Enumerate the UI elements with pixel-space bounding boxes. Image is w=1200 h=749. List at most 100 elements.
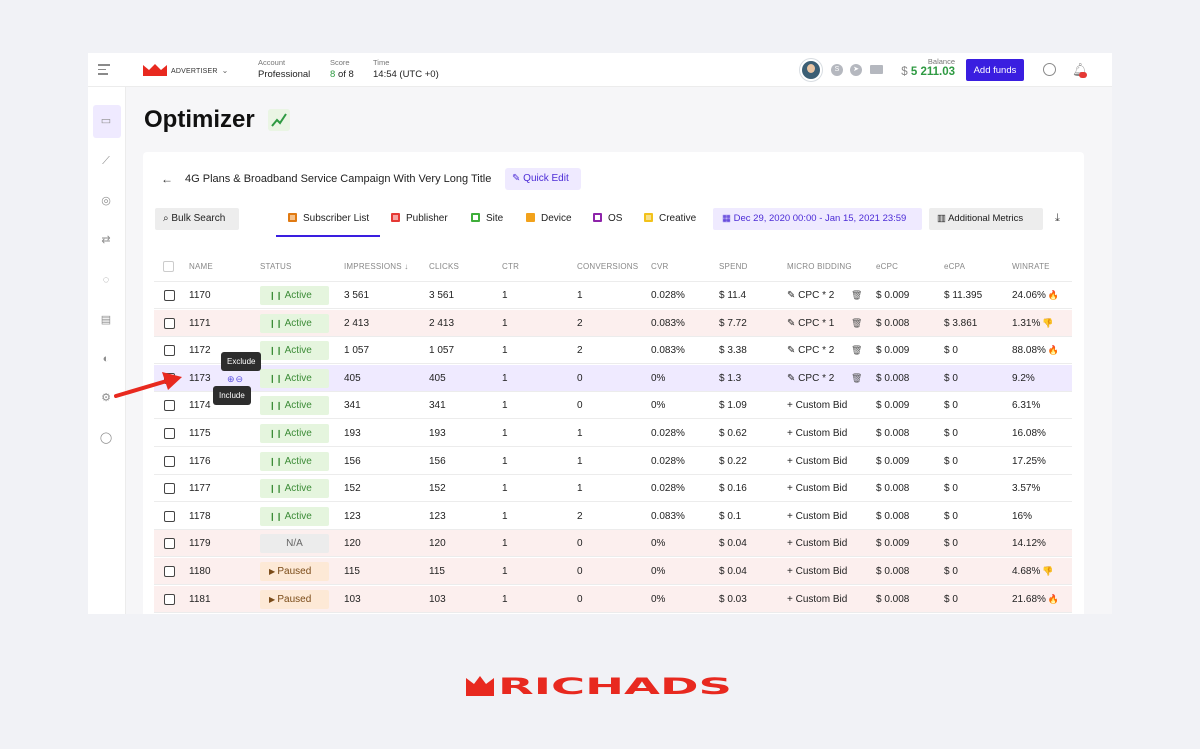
status-badge[interactable]: ❙❙ Active [260, 451, 329, 471]
status-badge[interactable]: ❙❙ Active [260, 313, 329, 333]
status-badge[interactable]: ❙❙ Active [260, 506, 329, 526]
table-row[interactable]: 1171 ❙❙ Active 2 413 2 413 1 2 0.083% $ 7.72 $ 0… [154, 309, 1072, 337]
table-row[interactable]: 1170 ❙❙ Active 3 561 3 561 1 1 0.028% $ 11.4 $ 0… [154, 282, 1072, 309]
micro-bidding-cell[interactable]: ✎ CPC * 2 [787, 345, 834, 356]
row-checkbox[interactable] [164, 566, 175, 577]
micro-bidding-cell[interactable]: + Custom Bid [787, 594, 847, 605]
table-row[interactable]: 1174 ❙❙ Active 341 341 1 0 0% $ 1.09 $ 0.009 $ 0 +… [154, 392, 1072, 420]
additional-metrics-button[interactable]: ▥ Additional Metrics [929, 208, 1043, 230]
back-arrow-icon[interactable]: ← [161, 172, 173, 186]
column-ecpc[interactable]: eCPC [876, 262, 899, 271]
add-funds-button[interactable]: Add funds [966, 59, 1024, 81]
download-icon[interactable]: ⤓ [1055, 212, 1060, 224]
role-selector[interactable]: ADVERTISER ⌄ [171, 66, 229, 75]
include-exclude-icons[interactable]: ⊕⊖ [227, 374, 245, 384]
user-icon[interactable] [1043, 63, 1056, 76]
row-checkbox[interactable] [164, 345, 175, 357]
row-checkbox[interactable] [164, 593, 175, 605]
folder-icon[interactable]: ▭ [100, 115, 112, 127]
menu-icon[interactable] [98, 64, 110, 78]
shield-icon[interactable]: ◐ [102, 353, 110, 365]
status-badge[interactable]: N/A [260, 534, 329, 554]
telegram-icon[interactable]: ➤ [850, 64, 862, 76]
column-conversions[interactable]: CONVERSIONS [577, 262, 639, 271]
row-checkbox[interactable] [164, 290, 175, 301]
status-badge[interactable]: ❙❙ Active [260, 479, 329, 499]
row-checkbox[interactable] [164, 510, 175, 522]
status-badge[interactable]: ❙❙ Active [260, 341, 329, 361]
micro-bidding-cell[interactable]: + Custom Bid [787, 566, 847, 577]
row-checkbox[interactable] [164, 400, 175, 412]
row-checkbox[interactable] [164, 483, 175, 495]
status-badge[interactable]: ❙❙ Active [260, 396, 329, 416]
status-badge[interactable]: ❙❙ Active [260, 286, 329, 305]
column-winrate[interactable]: WINRATE [1012, 262, 1050, 271]
row-checkbox[interactable] [164, 538, 175, 550]
tab-device[interactable]: Device [526, 208, 572, 230]
column-ecpa[interactable]: eCPA [944, 262, 966, 271]
column-name[interactable]: NAME [189, 262, 213, 271]
column-spend[interactable]: SPEND [719, 262, 748, 271]
micro-bidding-cell[interactable]: + Custom Bid [787, 483, 847, 494]
tab-publisher[interactable]: Publisher [391, 208, 448, 230]
micro-bidding-cell[interactable]: + Custom Bid [787, 456, 847, 467]
tab-os[interactable]: OS [593, 208, 622, 230]
book-icon[interactable]: ▤ [100, 314, 112, 326]
table-row[interactable]: 1177 ❙❙ Active 152 152 1 1 0.028% $ 0.16 $ 0.008… [154, 475, 1072, 503]
column-cvr[interactable]: CVR [651, 262, 669, 271]
micro-bidding-cell[interactable]: ✎ CPC * 2 [787, 290, 834, 301]
micro-bidding-cell[interactable]: ✎ CPC * 2 [787, 373, 834, 384]
status-badge[interactable]: ▶ Paused [260, 562, 329, 581]
row-checkbox[interactable] [164, 428, 175, 439]
globe-icon[interactable]: ◎ [101, 195, 111, 207]
table-row[interactable]: 1181 ▶ Paused 103 103 1 0 0% $ 0.03 $ 0.008 $ 0 + … [154, 585, 1072, 613]
tab-creative[interactable]: Creative [644, 208, 696, 230]
table-row[interactable]: 1175 ❙❙ Active 193 193 1 1 0.028% $ 0.62 $ 0.008… [154, 420, 1072, 447]
row-checkbox[interactable] [164, 317, 175, 329]
chart-icon[interactable]: ⟋ [102, 155, 110, 167]
table-row[interactable]: 1173 ❙❙ Active 405 405 1 0 0% $ 1.3 $ 0.008 $ 0 ✎ … [154, 364, 1072, 392]
trash-icon[interactable]: 🗑︎ [851, 317, 863, 328]
trash-icon[interactable]: 🗑︎ [851, 290, 863, 300]
column-micro-bidding[interactable]: MICRO BIDDING [787, 262, 852, 271]
column-ctr[interactable]: CTR [502, 262, 520, 271]
column-impressions[interactable]: IMPRESSIONS ↓ [344, 262, 409, 271]
ctr-cell: 1 [502, 593, 508, 605]
fire-icon: 🔥 [1047, 345, 1060, 356]
table-row[interactable]: 1180 ▶ Paused 115 115 1 0 0% $ 0.04 $ 0.008 $ 0 + … [154, 558, 1072, 585]
micro-bidding-cell[interactable]: + Custom Bid [787, 428, 847, 439]
bulk-search-button[interactable]: ⌕ Bulk Search [155, 208, 239, 230]
trash-icon[interactable]: 🗑︎ [851, 345, 863, 356]
column-clicks[interactable]: CLICKS [429, 262, 460, 271]
status-badge[interactable]: ❙❙ Active [260, 424, 329, 443]
pause-icon: ❙❙ [269, 346, 285, 356]
lightbulb-icon[interactable]: ◌ [102, 274, 110, 286]
tab-site[interactable]: Site [471, 208, 503, 230]
row-checkbox[interactable] [164, 455, 175, 467]
skype-icon[interactable]: S [831, 64, 843, 76]
table-row[interactable]: 1172 ❙❙ Active 1 057 1 057 1 2 0.083% $ 3.38 $ 0… [154, 337, 1072, 365]
tab-subscriber-list[interactable]: Subscriber List [288, 208, 369, 230]
crown-logo-icon[interactable] [143, 64, 167, 76]
table-row[interactable]: 1178 ❙❙ Active 123 123 1 2 0.083% $ 0.1 $ 0.008 $… [154, 503, 1072, 530]
transfer-icon[interactable]: ⇄ [101, 234, 111, 246]
column-status[interactable]: STATUS [260, 262, 292, 271]
person-icon[interactable]: ◯ [99, 432, 113, 444]
table-row[interactable]: 1179 N/A 120 120 1 0 0% $ 0.04 $ 0.009 $ 0 + Custo… [154, 530, 1072, 558]
micro-bidding-cell[interactable]: ✎ CPC * 1 [787, 318, 834, 329]
avatar[interactable] [800, 59, 822, 81]
status-badge[interactable]: ❙❙ Active [260, 368, 329, 388]
impressions-cell: 405 [344, 372, 361, 384]
micro-bidding-cell[interactable]: + Custom Bid [787, 511, 847, 522]
status-label: Active [284, 317, 312, 329]
micro-bidding-cell[interactable]: + Custom Bid [787, 400, 847, 411]
gear-icon[interactable]: ⚙ [101, 392, 111, 404]
status-badge[interactable]: ▶ Paused [260, 589, 329, 609]
trash-icon[interactable]: 🗑︎ [851, 372, 863, 383]
quick-edit-button[interactable]: ✎ Quick Edit [505, 168, 581, 190]
table-row[interactable]: 1176 ❙❙ Active 156 156 1 1 0.028% $ 0.22 $ 0.009… [154, 448, 1072, 475]
micro-bidding-cell[interactable]: + Custom Bid [787, 538, 847, 549]
date-range-picker[interactable]: ▦ Dec 29, 2020 00:00 - Jan 15, 2021 23:5… [713, 208, 922, 230]
mail-icon[interactable] [870, 65, 883, 74]
select-all-checkbox[interactable] [163, 261, 174, 272]
